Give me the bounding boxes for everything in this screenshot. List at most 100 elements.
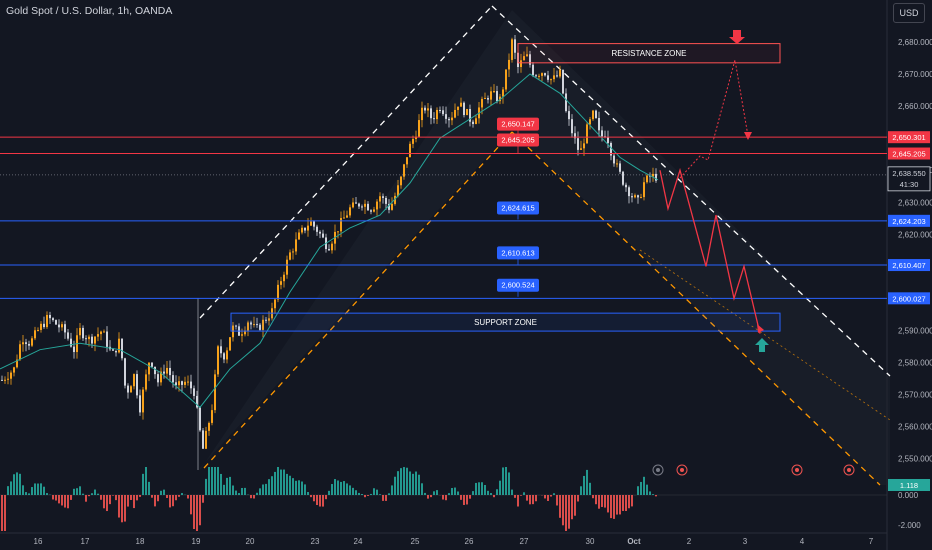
candle-body <box>52 318 54 321</box>
oscillator-bar <box>643 476 645 495</box>
y-tick-label: 2,550.000 <box>898 455 932 464</box>
oscillator-bar <box>295 480 297 495</box>
candle-body <box>112 349 114 351</box>
candle-body <box>172 375 174 383</box>
candle-body <box>265 319 267 321</box>
oscillator-bar <box>511 489 513 495</box>
oscillator-bar <box>187 495 189 499</box>
candle-body <box>85 338 87 340</box>
oscillator-bar <box>379 494 381 495</box>
oscillator-bar <box>490 493 492 495</box>
candle-body <box>565 93 567 112</box>
oscillator-bar <box>445 495 447 501</box>
candle-body <box>592 110 594 120</box>
oscillator-bar <box>388 493 390 495</box>
candle-body <box>307 225 309 231</box>
oscillator-bar <box>130 495 132 500</box>
level-marker-label: 2,624.615 <box>501 204 534 213</box>
x-tick-label: 17 <box>81 537 90 546</box>
x-tick-label: 24 <box>354 537 363 546</box>
candle-body <box>559 69 561 77</box>
candle-body <box>25 342 27 344</box>
level-price-tag <box>888 147 930 160</box>
candle-body <box>277 284 279 300</box>
oscillator-bar <box>328 490 330 495</box>
oscillator-bar <box>409 471 411 495</box>
candle-body <box>241 334 243 336</box>
x-tick-label: 3 <box>743 537 748 546</box>
candle-body <box>571 119 573 134</box>
oscillator-bar <box>382 495 384 501</box>
candle-body <box>625 184 627 188</box>
candle-body <box>655 173 657 181</box>
oscillator-bar <box>40 483 42 495</box>
oscillator-bar <box>400 468 402 495</box>
candle-body <box>136 374 138 396</box>
candle-body <box>64 324 66 333</box>
candle-body <box>511 39 513 60</box>
candle-body <box>166 367 168 374</box>
bearish-projection-path <box>659 167 761 334</box>
candle-body <box>187 381 189 383</box>
candle-body <box>163 371 165 374</box>
level-marker: 2,624.615 <box>497 201 539 220</box>
level-marker-label: 2,650.147 <box>501 120 534 129</box>
candle-body <box>406 157 408 165</box>
oscillator-bar <box>475 482 477 495</box>
candle-body <box>58 324 60 328</box>
alternate-projection-path <box>679 59 749 179</box>
oscillator-bar <box>571 495 573 520</box>
candle-body <box>139 395 141 413</box>
ascending-channel-bottom <box>203 131 513 469</box>
oscillator-bar <box>232 485 234 495</box>
oscillator-bar <box>52 495 54 500</box>
candle-body <box>229 337 231 351</box>
oscillator-bar <box>10 481 12 495</box>
candle-body <box>595 110 597 118</box>
candle-body <box>370 210 372 212</box>
candle-body <box>262 319 264 330</box>
oscillator-bar <box>403 467 405 495</box>
oscillator-bar <box>640 481 642 495</box>
oscillator-bar <box>166 495 168 498</box>
level-price-label: 2,624.203 <box>892 217 925 226</box>
candle-body <box>466 108 468 116</box>
oscillator-bar <box>256 492 258 495</box>
y-tick-label: 2,580.000 <box>898 359 932 368</box>
candle-body <box>397 185 399 196</box>
oscillator-bar <box>94 489 96 495</box>
candle-body <box>178 381 180 386</box>
oscillator-bar <box>451 488 453 495</box>
candle-body <box>568 111 570 120</box>
oscillator-bar <box>316 495 318 506</box>
oscillator-tick-label: -2.000 <box>898 521 921 530</box>
candle-body <box>463 102 465 116</box>
candle-body <box>364 203 366 207</box>
oscillator-bar <box>100 495 102 500</box>
oscillator-bar <box>517 495 519 507</box>
currency-button[interactable]: USD <box>893 3 925 23</box>
candle-body <box>400 176 402 186</box>
candle-body <box>640 197 642 199</box>
oscillator-bar <box>526 495 528 501</box>
candle-body <box>475 118 477 125</box>
candle-body <box>214 374 216 411</box>
oscillator-bar <box>613 495 615 519</box>
oscillator-bar <box>241 487 243 495</box>
candle-body <box>331 243 333 251</box>
oscillator-bar <box>268 479 270 495</box>
candle-body <box>523 56 525 61</box>
candle-body <box>49 314 51 319</box>
oscillator-bar <box>565 495 567 531</box>
y-tick-label: 2,590.000 <box>898 326 932 335</box>
candle-body <box>376 201 378 210</box>
oscillator-bar <box>655 495 657 497</box>
candle-body <box>226 350 228 360</box>
oscillator-bar <box>91 493 93 495</box>
candle-body <box>394 195 396 204</box>
candle-body <box>301 227 303 233</box>
y-tick-label: 2,680.000 <box>898 38 932 47</box>
oscillator-bar <box>34 483 36 495</box>
level-price-tag <box>888 214 930 227</box>
